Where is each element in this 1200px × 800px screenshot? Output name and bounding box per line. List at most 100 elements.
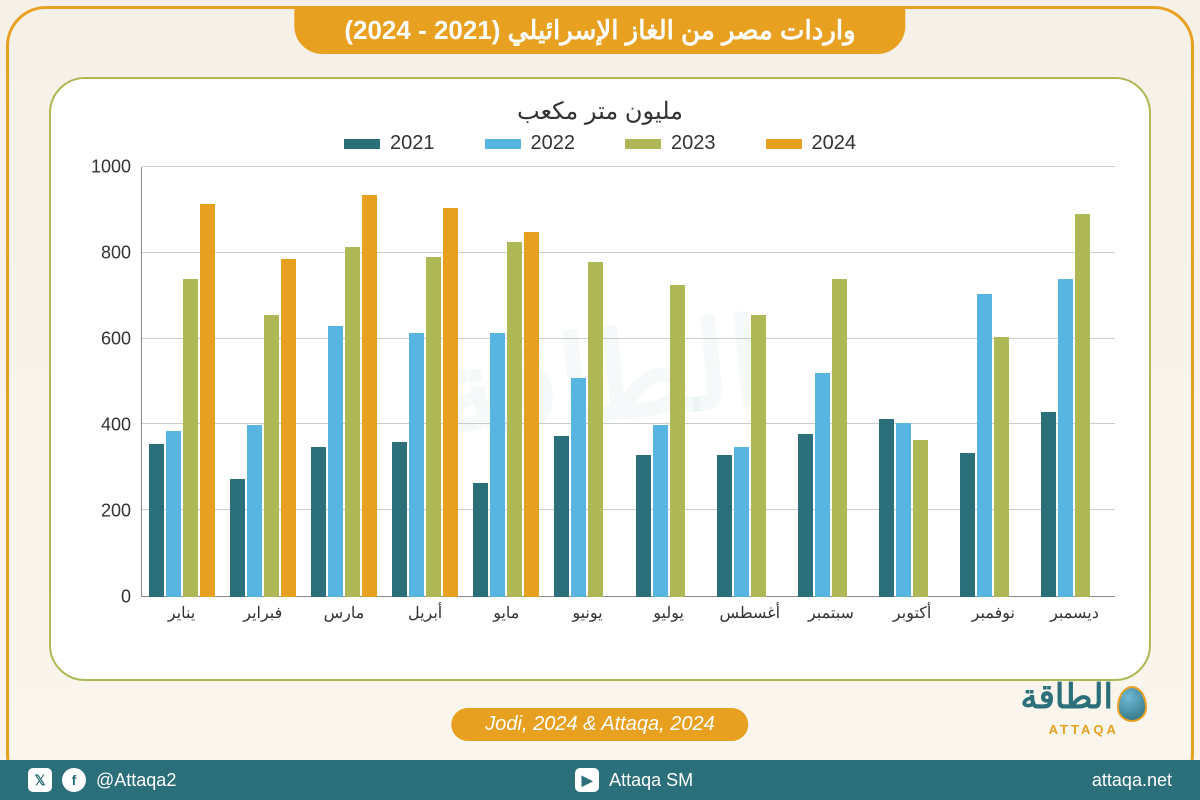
month-group: [303, 167, 384, 597]
x-tick-label: مايو: [466, 599, 547, 627]
bar: [1041, 412, 1056, 597]
facebook-icon[interactable]: f: [62, 768, 86, 792]
legend-item: 2022: [485, 132, 576, 155]
outer-frame: واردات مصر من الغاز الإسرائيلي (2021 - 2…: [6, 6, 1194, 794]
logo-text-en: ATTAQA: [1020, 722, 1147, 737]
footer-social-left: 𝕏 f @Attaqa2: [28, 768, 176, 792]
legend-label: 2022: [531, 132, 576, 155]
bar: [362, 195, 377, 597]
bar: [1075, 214, 1090, 597]
bar: [815, 373, 830, 597]
y-tick-label: 0: [121, 587, 131, 608]
footer-bar: 𝕏 f @Attaqa2 ▶ Attaqa SM attaqa.net: [0, 760, 1200, 800]
brand-logo: الطاقة ATTAQA: [1020, 677, 1147, 737]
bars-area: [141, 167, 1115, 597]
bar: [571, 378, 586, 597]
month-group: [547, 167, 628, 597]
y-tick-label: 1000: [91, 157, 131, 178]
footer-website[interactable]: attaqa.net: [1092, 770, 1172, 791]
month-group: [872, 167, 953, 597]
x-tick-label: يونيو: [547, 599, 628, 627]
bar: [311, 447, 326, 598]
month-group: [385, 167, 466, 597]
month-group: [466, 167, 547, 597]
bar: [264, 315, 279, 597]
legend-swatch: [766, 139, 802, 149]
logo-text-ar: الطاقة: [1020, 678, 1113, 716]
month-group: [790, 167, 871, 597]
x-tick-label: سبتمبر: [790, 599, 871, 627]
bar: [345, 247, 360, 597]
month-group: [222, 167, 303, 597]
page-title: واردات مصر من الغاز الإسرائيلي (2021 - 2…: [294, 7, 905, 54]
x-tick-label: يوليو: [628, 599, 709, 627]
bar: [149, 444, 164, 597]
bar: [994, 337, 1009, 597]
bar: [798, 434, 813, 597]
x-tick-label: فبراير: [222, 599, 303, 627]
legend-swatch: [625, 139, 661, 149]
legend-item: 2024: [766, 132, 857, 155]
youtube-handle: Attaqa SM: [609, 770, 693, 791]
bar: [653, 425, 668, 597]
y-tick-label: 400: [101, 415, 131, 436]
month-group: [709, 167, 790, 597]
bar: [913, 440, 928, 597]
bar: [896, 423, 911, 597]
bar: [247, 425, 262, 597]
x-tick-label: مارس: [303, 599, 384, 627]
x-tick-label: أغسطس: [709, 599, 790, 627]
legend-item: 2023: [625, 132, 716, 155]
twitter-handle: @Attaqa2: [96, 770, 176, 791]
bar: [879, 419, 894, 597]
y-tick-label: 200: [101, 501, 131, 522]
month-group: [141, 167, 222, 597]
x-tick-label: أكتوبر: [872, 599, 953, 627]
plot-area: 02004006008001000 ينايرفبرايرمارسأبريلما…: [81, 167, 1119, 627]
bar: [524, 232, 539, 598]
bar: [734, 447, 749, 598]
bar: [183, 279, 198, 597]
bar: [392, 442, 407, 597]
x-tick-label: نوفمبر: [953, 599, 1034, 627]
bar: [636, 455, 651, 597]
x-axis-labels: ينايرفبرايرمارسأبريلمايويونيويوليوأغسطسس…: [141, 599, 1115, 627]
bar: [281, 259, 296, 597]
month-group: [628, 167, 709, 597]
month-group: [953, 167, 1034, 597]
legend-swatch: [485, 139, 521, 149]
bar: [1058, 279, 1073, 597]
droplet-icon: [1117, 686, 1147, 722]
bar: [473, 483, 488, 597]
bar: [507, 242, 522, 597]
y-axis-title: مليون متر مكعب: [81, 97, 1119, 126]
y-tick-label: 600: [101, 329, 131, 350]
month-group: [1034, 167, 1115, 597]
bar: [426, 257, 441, 597]
bar: [588, 262, 603, 597]
legend: 2021 2022 2023 2024: [81, 132, 1119, 155]
x-icon[interactable]: 𝕏: [28, 768, 52, 792]
legend-label: 2021: [390, 132, 435, 155]
bar: [960, 453, 975, 597]
bar: [328, 326, 343, 597]
youtube-icon[interactable]: ▶: [575, 768, 599, 792]
x-tick-label: يناير: [141, 599, 222, 627]
footer-social-center: ▶ Attaqa SM: [575, 768, 693, 792]
legend-label: 2023: [671, 132, 716, 155]
bar: [230, 479, 245, 597]
bar: [977, 294, 992, 597]
website-url: attaqa.net: [1092, 770, 1172, 791]
bar: [717, 455, 732, 597]
x-tick-label: ديسمبر: [1034, 599, 1115, 627]
bar: [554, 436, 569, 597]
bar: [670, 285, 685, 597]
y-tick-label: 800: [101, 243, 131, 264]
legend-item: 2021: [344, 132, 435, 155]
chart-card: الطاقة مليون متر مكعب 2021202220232024 0…: [49, 77, 1151, 681]
y-axis: 02004006008001000: [81, 167, 137, 597]
bar: [409, 333, 424, 597]
bar: [166, 431, 181, 597]
legend-swatch: [344, 139, 380, 149]
bar: [443, 208, 458, 597]
